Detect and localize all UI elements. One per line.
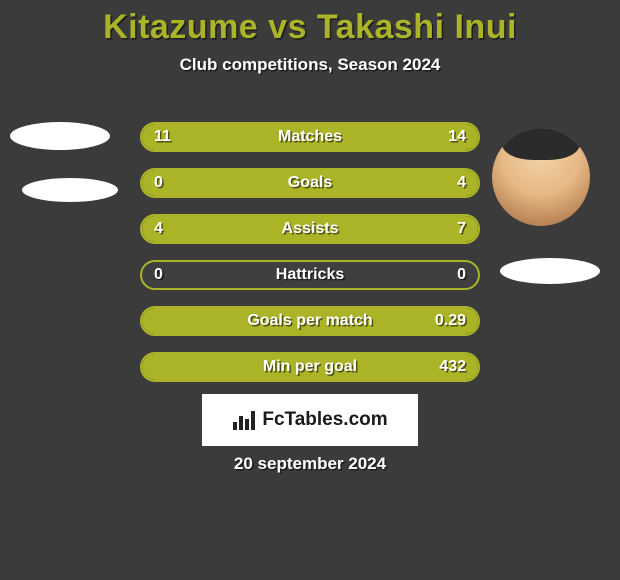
stat-label: Assists [282,220,339,238]
stat-value-left: 0 [154,174,163,192]
footer-date: 20 september 2024 [0,454,620,474]
stat-value-right: 7 [457,220,466,238]
stat-label: Min per goal [263,358,357,376]
stat-row: Min per goal 432 [140,352,480,382]
stat-value-right: 0.29 [435,312,466,330]
brand-text: FcTables.com [262,409,387,431]
player-right-avatar-shadow [500,258,600,284]
stat-label: Goals [288,174,332,192]
stat-label: Hattricks [276,266,344,284]
stat-row: Matches 11 14 [140,122,480,152]
stat-row: Goals 0 4 [140,168,480,198]
player-left-avatar-ellipse-top [10,122,110,150]
stat-value-right: 432 [439,358,466,376]
stat-fill-left [142,354,162,380]
stat-value-left: 0 [154,266,163,284]
stat-label: Goals per match [247,312,372,330]
bar-chart-icon [232,410,256,430]
brand-badge: FcTables.com [202,394,418,446]
player-right-avatar [492,128,590,226]
stat-value-left: 11 [154,128,171,146]
stat-row: Hattricks 0 0 [140,260,480,290]
stat-label: Matches [278,128,342,146]
stat-row: Goals per match 0.29 [140,306,480,336]
stat-value-right: 4 [457,174,466,192]
stat-row: Assists 4 7 [140,214,480,244]
comparison-bars: Matches1114Goals04Assists47Hattricks00Go… [140,122,480,398]
stat-value-right: 14 [448,128,466,146]
comparison-title: Kitazume vs Takashi Inui [0,0,620,47]
player-left-avatar-ellipse-bottom [22,178,118,202]
stat-value-left: 4 [154,220,163,238]
face-icon [492,128,590,226]
stat-value-right: 0 [457,266,466,284]
comparison-subtitle: Club competitions, Season 2024 [0,55,620,75]
stat-fill-left [142,308,162,334]
